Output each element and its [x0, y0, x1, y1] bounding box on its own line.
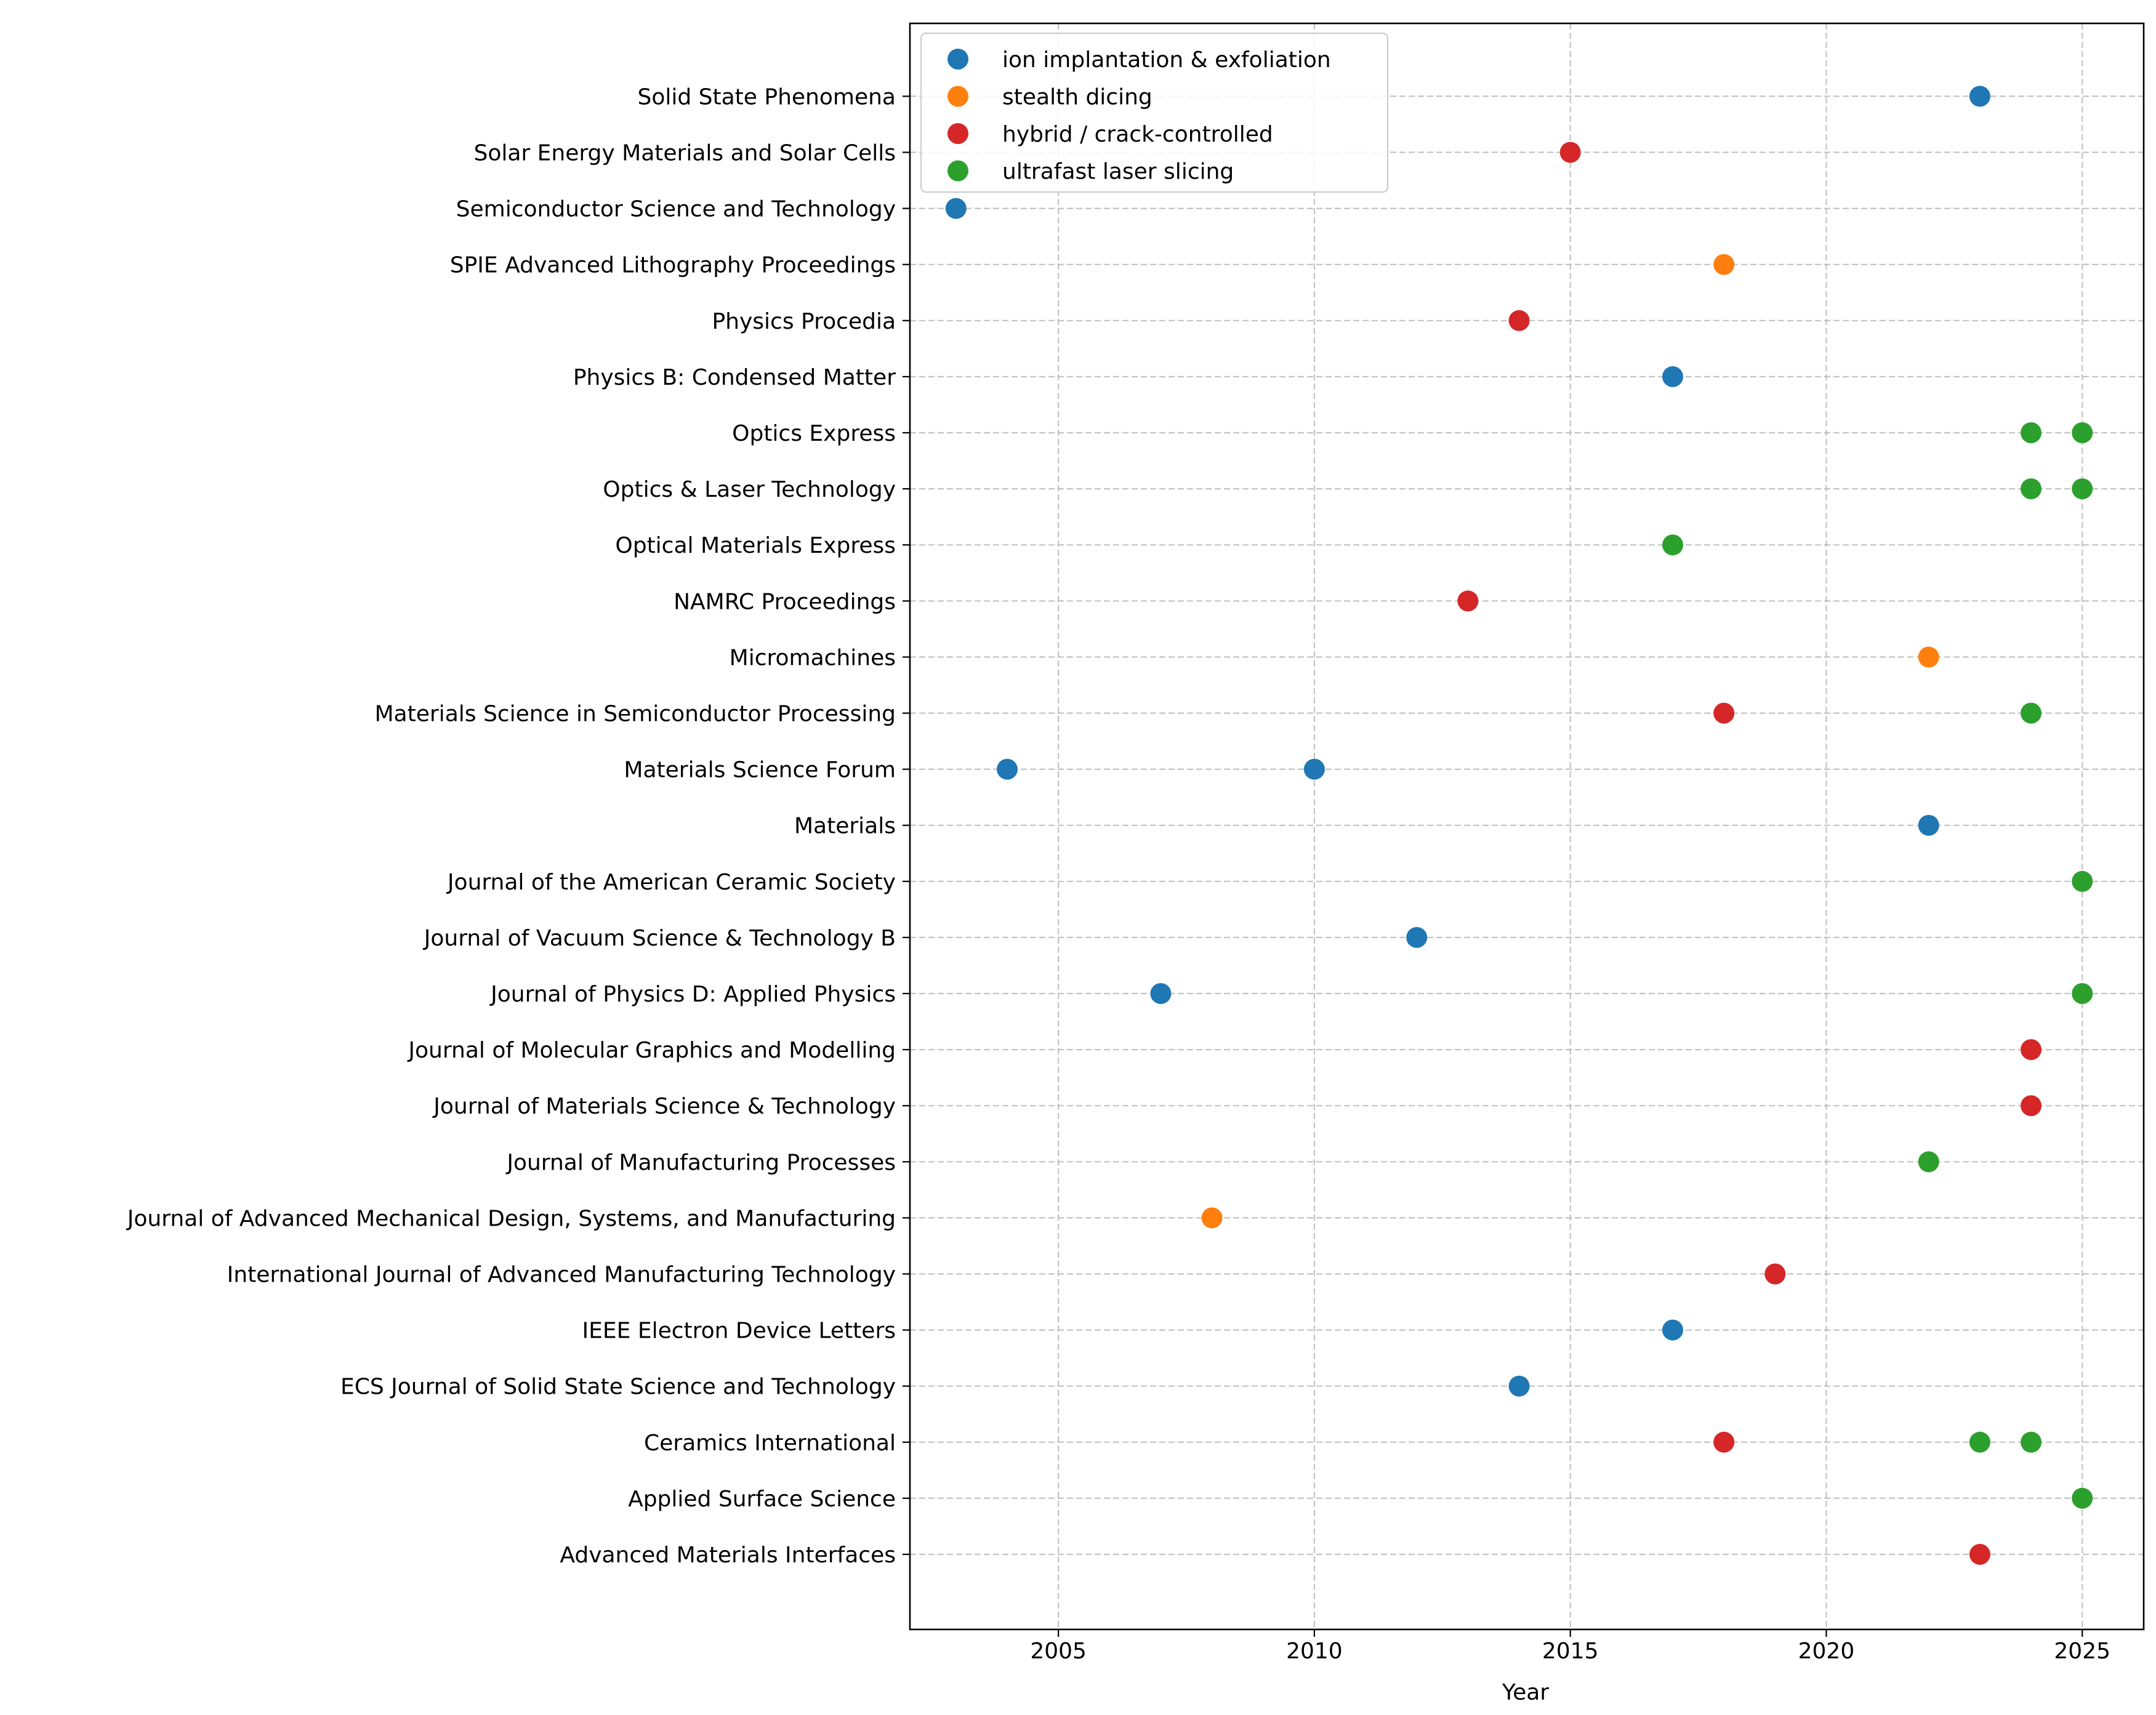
data-point: [1508, 310, 1530, 331]
y-tick-label: Ceramics International: [644, 1431, 896, 1456]
y-tick-label: Journal of the American Ceramic Society: [446, 870, 896, 895]
x-tick-label: 2010: [1286, 1639, 1343, 1664]
x-tick-label: 2025: [2054, 1639, 2110, 1664]
legend-marker: [947, 49, 968, 70]
y-tick-label: International Journal of Advanced Manufa…: [227, 1263, 896, 1288]
y-tick-label: Applied Surface Science: [628, 1487, 896, 1512]
data-point: [1918, 1151, 1939, 1173]
data-point: [2072, 422, 2093, 443]
y-tick-label: Solid State Phenomena: [637, 84, 896, 110]
y-tick-label: Journal of Advanced Mechanical Design, S…: [126, 1206, 896, 1231]
y-tick-label: Advanced Materials Interfaces: [560, 1543, 896, 1568]
y-tick-label: SPIE Advanced Lithography Proceedings: [450, 253, 896, 278]
y-tick-label: ECS Journal of Solid State Science and T…: [340, 1375, 896, 1400]
data-point: [2072, 983, 2093, 1004]
data-point: [1303, 758, 1325, 780]
y-tick-label: Semiconductor Science and Technology: [456, 197, 896, 222]
data-point: [2021, 1431, 2042, 1453]
data-point: [2072, 870, 2093, 892]
data-point: [1764, 1263, 1786, 1285]
data-point: [1508, 1375, 1530, 1397]
plot-frame: [909, 22, 2145, 1631]
y-tick-label: IEEE Electron Device Letters: [582, 1319, 896, 1344]
data-point: [2021, 1039, 2042, 1061]
data-point: [1969, 86, 1990, 107]
x-tick-label: 2020: [1798, 1639, 1855, 1664]
data-point: [2021, 478, 2042, 500]
data-point: [2072, 478, 2093, 500]
data-point: [1406, 926, 1428, 948]
x-tick-label: 2015: [1542, 1639, 1599, 1664]
legend-marker: [947, 160, 968, 182]
axes: [909, 22, 2145, 1631]
y-tick-label: Materials Science Forum: [624, 758, 896, 783]
data-point: [1713, 1431, 1735, 1453]
y-tick-label: Optics Express: [732, 421, 896, 446]
legend-marker: [947, 86, 968, 107]
legend-label: hybrid / crack-controlled: [1002, 122, 1273, 147]
legend-label: stealth dicing: [1002, 85, 1152, 110]
ticks: 2005 2010 2015 2020 2025 Advanced Materials I…: [126, 84, 2110, 1664]
y-tick-label: Physics Procedia: [712, 309, 896, 334]
data-point: [2021, 1095, 2042, 1117]
y-tick-label: Materials Science in Semiconductor Proce…: [375, 702, 896, 727]
legend-label: ultrafast laser slicing: [1002, 159, 1234, 185]
legend-label: ion implantation & exfoliation: [1002, 47, 1331, 73]
data-point: [1713, 254, 1735, 275]
legend-box: [920, 32, 1389, 193]
legend: ion implantation & exfoliation stealth di…: [920, 32, 1389, 193]
data-point: [1662, 1319, 1683, 1341]
data-point: [945, 198, 967, 219]
data-point: [1150, 983, 1172, 1004]
data-point: [1969, 1544, 1990, 1565]
data-point: [1918, 814, 1939, 836]
data-point: [1918, 646, 1939, 668]
data-point: [2021, 702, 2042, 724]
y-tick-label: Journal of Molecular Graphics and Modell…: [407, 1038, 896, 1063]
data-point: [996, 758, 1018, 780]
y-tick-label: Journal of Manufacturing Processes: [505, 1150, 896, 1175]
data-point: [1201, 1207, 1223, 1229]
y-tick-label: Solar Energy Materials and Solar Cells: [473, 141, 896, 166]
data-point: [2021, 422, 2042, 443]
y-tick-label: Optical Materials Express: [615, 533, 896, 558]
y-tick-label: Journal of Vacuum Science & Technology B: [423, 926, 896, 951]
y-tick-label: Micromachines: [730, 645, 896, 670]
x-axis-label: Year: [1502, 1680, 1549, 1705]
y-tick-label: NAMRC Proceedings: [674, 589, 896, 614]
data-point: [1969, 1431, 1990, 1453]
y-tick-label: Journal of Materials Science & Technolog…: [432, 1094, 896, 1119]
y-tick-label: Optics & Laser Technology: [603, 477, 896, 502]
data-points: [945, 86, 2093, 1565]
data-point: [1662, 366, 1683, 387]
y-tick-label: Journal of Physics D: Applied Physics: [489, 982, 896, 1007]
data-point: [1662, 534, 1683, 556]
legend-marker: [947, 123, 968, 144]
y-tick-label: Materials: [794, 814, 896, 839]
y-tick-label: Physics B: Condensed Matter: [573, 365, 896, 390]
data-point: [1457, 590, 1479, 612]
data-point: [2072, 1487, 2093, 1509]
x-tick-label: 2005: [1030, 1639, 1087, 1664]
data-point: [1559, 142, 1581, 163]
data-point: [1713, 702, 1735, 724]
